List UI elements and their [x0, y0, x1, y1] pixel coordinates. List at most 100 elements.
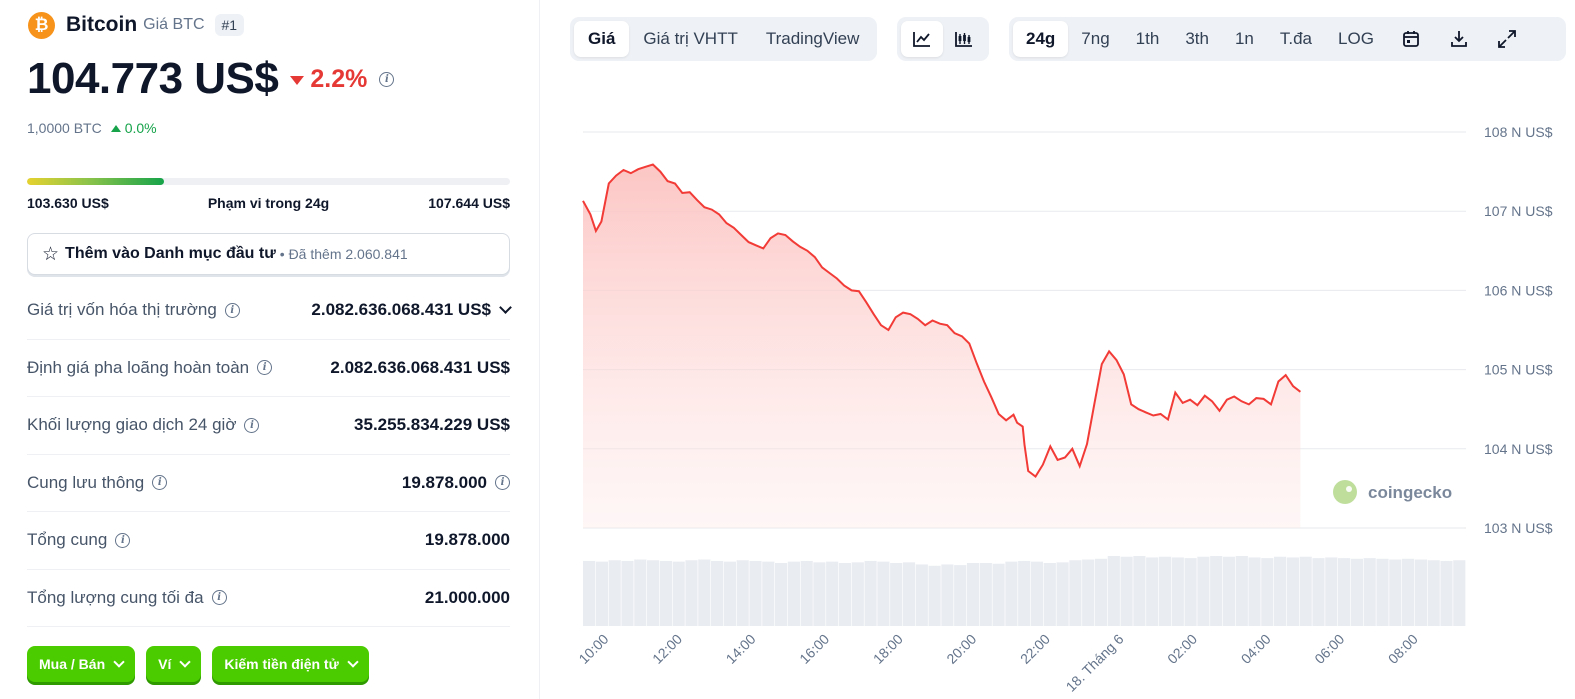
range-tab[interactable]: 3th	[1185, 29, 1209, 48]
info-icon[interactable]: i	[244, 417, 260, 433]
candlestick-button[interactable]	[943, 21, 985, 57]
volume-bar	[1427, 560, 1440, 626]
stat-label-text: Tổng lượng cung tối đa	[27, 587, 204, 607]
action-button-label: Mua / Bán	[39, 656, 106, 672]
stat-label: Khối lượng giao dịch 24 giờ i	[27, 415, 260, 435]
volume-bar	[954, 565, 967, 626]
volume-bar	[1184, 558, 1197, 626]
download-button[interactable]	[1435, 21, 1483, 57]
earn-crypto-button[interactable]: Kiếm tiền điện tử	[212, 646, 369, 682]
view-tab[interactable]: Giá trị VHTT	[643, 29, 738, 48]
volume-bar	[966, 563, 980, 626]
range-tab[interactable]: 1n	[1234, 29, 1254, 48]
info-icon[interactable]: i	[152, 475, 168, 491]
info-icon[interactable]: i	[211, 590, 227, 606]
volume-bar	[1120, 556, 1133, 626]
coin-header: ₿ Bitcoin Giá BTC #1	[28, 11, 245, 39]
view-tab[interactable]: TradingView	[765, 29, 860, 48]
stat-value-text: 2.082.636.068.431 US$	[330, 357, 510, 377]
stat-label-text: Cung lưu thông	[27, 472, 145, 492]
stat-row: Khối lượng giao dịch 24 giờ i 35.255.834.2…	[27, 397, 510, 455]
stat-label-text: Tổng cung	[27, 530, 108, 550]
coingecko-logo-eye	[1346, 486, 1352, 492]
view-tab[interactable]: Giá	[574, 21, 630, 57]
line-chart-icon	[913, 32, 930, 47]
add-to-portfolio-button[interactable]: ☆ Thêm vào Danh mục đầu tư • Đã thêm 2.0…	[27, 233, 510, 275]
x-tick-label: 10:00	[575, 631, 611, 667]
stat-row: Tổng lượng cung tối đa i 21.000.000	[27, 570, 510, 627]
volume-bar	[1363, 558, 1376, 626]
volume-bar	[1414, 559, 1427, 626]
volume-bar	[979, 563, 992, 626]
volume-bar	[595, 561, 608, 626]
volume-bar	[1107, 556, 1120, 626]
y-axis-labels: 108 N US$ 107 N US$ 106 N US$ 105 N US$ 104 …	[1484, 124, 1553, 536]
btc-value: 1,0000 BTC	[27, 120, 102, 136]
stat-label-text: Giá trị vốn hóa thị trường	[27, 300, 217, 320]
portfolio-added-count: • Đã thêm 2.060.841	[279, 246, 408, 262]
stat-value: 21.000.000	[425, 588, 510, 608]
x-tick-label: 22:00	[1017, 631, 1053, 667]
x-tick-label: 04:00	[1238, 631, 1274, 667]
action-button-label: Kiếm tiền điện tử	[224, 656, 339, 672]
btc-conversion: 1,0000 BTC 0.0%	[27, 120, 157, 136]
range-tab[interactable]: 1th	[1135, 29, 1160, 48]
info-icon[interactable]: i	[224, 302, 240, 318]
y-tick-label: 104 N US$	[1484, 441, 1553, 457]
range-tab[interactable]: T.đa	[1279, 29, 1313, 48]
stat-row[interactable]: Giá trị vốn hóa thị trường i 2.082.636.068…	[27, 282, 512, 340]
volume-bar	[775, 563, 788, 626]
volume-bar	[1030, 561, 1044, 626]
volume-bar	[1158, 556, 1172, 626]
line-chart-button[interactable]	[901, 21, 943, 57]
buy-sell-button[interactable]: Mua / Bán	[27, 646, 136, 682]
volume-bar	[877, 561, 890, 626]
volume-bar	[928, 565, 941, 626]
volume-bar	[1069, 560, 1082, 626]
info-icon[interactable]: i	[495, 475, 510, 491]
volume-bar	[1197, 556, 1210, 626]
volume-bar	[851, 562, 864, 626]
calendar-button[interactable]	[1387, 21, 1435, 57]
range-tab[interactable]: LOG	[1338, 29, 1374, 48]
stat-label: Tổng cung i	[27, 530, 131, 550]
volume-bar	[1248, 557, 1261, 626]
volume-bar	[1325, 557, 1338, 626]
chart-type-toggle	[897, 17, 989, 61]
info-icon[interactable]: i	[115, 532, 131, 548]
volume-bar	[1402, 558, 1415, 626]
volume-bar	[723, 561, 736, 626]
volume-bar	[864, 560, 877, 626]
volume-bar	[902, 562, 916, 626]
wallet-button[interactable]: Ví	[146, 646, 202, 682]
volume-bar	[685, 560, 698, 626]
star-icon: ☆	[42, 243, 60, 265]
range-tab[interactable]: 24g	[1013, 21, 1069, 57]
volume-bar	[583, 560, 596, 626]
volume-bar	[1389, 559, 1402, 626]
y-tick-label: 105 N US$	[1484, 362, 1553, 378]
y-tick-label: 103 N US$	[1484, 520, 1553, 536]
stat-value: 2.082.636.068.431 US$	[330, 358, 510, 378]
stat-row: Định giá pha loãng hoàn toàn i 2.082.636.0…	[27, 340, 510, 397]
y-tick-label: 107 N US$	[1484, 203, 1553, 219]
info-icon[interactable]: i	[257, 360, 273, 376]
stat-label: Cung lưu thông i	[27, 472, 168, 493]
volume-bar	[1210, 556, 1223, 626]
range-tab[interactable]: 7ng	[1081, 29, 1110, 48]
fullscreen-button[interactable]	[1483, 21, 1531, 57]
stat-value-text: 19.878.000	[401, 472, 487, 492]
volume-bar	[992, 563, 1005, 626]
add-to-portfolio-label: Thêm vào Danh mục đầu tư	[65, 245, 276, 262]
volume-bar	[941, 564, 954, 626]
info-icon[interactable]: i	[379, 71, 395, 87]
stat-value: 19.878.000 i	[402, 473, 510, 493]
range-tabs: 24g 7ng 1th 3th 1n T.đa LOG	[1009, 17, 1566, 61]
volume-bar	[813, 562, 826, 626]
stat-value: 19.878.000	[425, 530, 510, 550]
price-change: 2.2%	[290, 65, 367, 94]
x-tick-label: 14:00	[723, 631, 759, 667]
coin-info-panel: ₿ Bitcoin Giá BTC #1 104.773 US$ 2.2% i …	[0, 0, 540, 699]
volume-bar	[1146, 557, 1159, 626]
